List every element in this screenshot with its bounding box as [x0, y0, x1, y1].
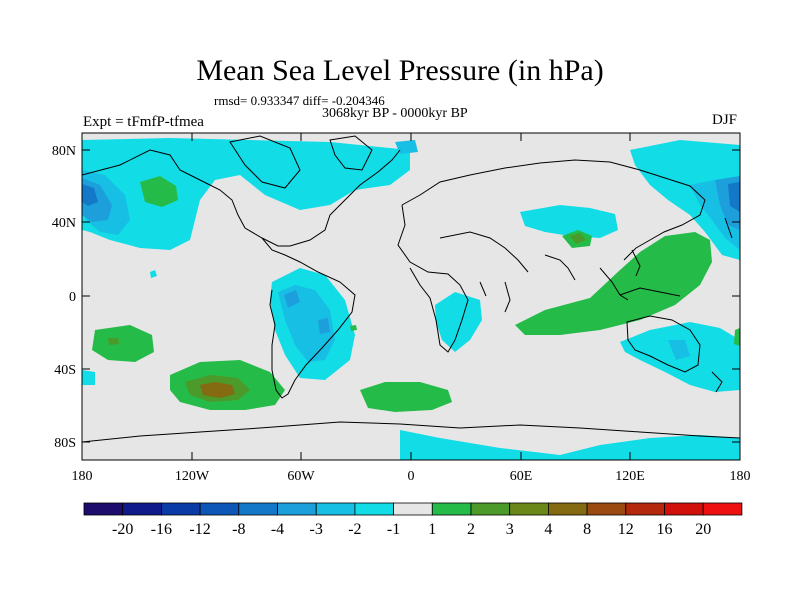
colorbar	[83, 502, 743, 516]
colorbar-swatch	[199, 502, 240, 516]
experiment-label: Expt = tFmfP-tfmea	[83, 114, 204, 130]
stats-text: rmsd= 0.933347 diff= -0.204346	[214, 93, 385, 108]
negative-anomaly-regions	[82, 138, 740, 460]
tick-marks	[81, 133, 741, 460]
latitude-labels: 80N 40N 0 40S 80S	[52, 144, 76, 451]
colorbar-label: 2	[467, 521, 475, 538]
lat-label-80s: 80S	[54, 436, 76, 451]
colorbar-label: 4	[544, 521, 553, 538]
colorbar-swatch	[702, 502, 743, 516]
colorbar-swatch	[664, 502, 704, 516]
negative-anomaly-level-4	[82, 182, 740, 212]
colorbar-label: 16	[656, 521, 673, 538]
colorbar-swatch	[238, 502, 278, 516]
lon-label-180w: 180	[72, 469, 93, 484]
period-text: 3068kyr BP - 0000kyr BP	[322, 106, 468, 121]
colorbar-label: -20	[112, 521, 134, 538]
lon-label-0: 0	[408, 469, 415, 484]
colorbar-label: -8	[232, 521, 246, 538]
lon-label-180e: 180	[730, 469, 751, 484]
colorbar-label: 8	[583, 521, 592, 538]
colorbar-swatch	[160, 502, 201, 516]
map-plot-area	[82, 133, 740, 460]
colorbar-swatch	[586, 502, 627, 516]
colorbar-label: -2	[348, 521, 362, 538]
colorbar-swatch	[548, 502, 588, 516]
lon-label-120e: 120E	[615, 469, 645, 484]
colorbar-swatch	[431, 502, 472, 516]
colorbar-swatch	[354, 502, 394, 516]
colorbar-swatch	[315, 502, 356, 516]
colorbar-label: -12	[189, 521, 211, 538]
colorbar-label: -16	[150, 521, 173, 538]
colorbar-swatch	[509, 502, 549, 516]
colorbar-label: 12	[617, 521, 634, 538]
season-label: DJF	[712, 112, 738, 128]
lon-label-60w: 60W	[287, 469, 315, 484]
colorbar-label: -3	[309, 521, 323, 538]
colorbar-label: -4	[270, 521, 285, 538]
colorbar-label: -1	[386, 521, 401, 538]
coastlines	[82, 135, 740, 443]
lon-label-120w: 120W	[175, 469, 210, 484]
colorbar-swatch	[277, 502, 317, 516]
colorbar-swatch	[625, 502, 665, 516]
colorbar-label: 3	[505, 521, 514, 538]
lat-label-40s: 40S	[54, 363, 76, 378]
colorbar-swatch	[393, 502, 433, 516]
colorbar-swatch	[83, 502, 124, 516]
longitude-labels: 180 120W 60W 0 60E 120E 180	[72, 469, 751, 484]
positive-anomaly-level-3	[200, 382, 235, 398]
lat-label-0: 0	[69, 290, 76, 305]
colorbar-swatch	[122, 502, 162, 516]
lat-label-40n: 40N	[52, 216, 76, 231]
colorbar-label: 20	[695, 521, 712, 538]
map-title: Mean Sea Level Pressure (in hPa)	[196, 54, 604, 87]
lon-label-60e: 60E	[510, 469, 533, 484]
colorbar-label: 1	[428, 521, 437, 538]
lat-label-80n: 80N	[52, 144, 76, 159]
colorbar-swatch	[470, 502, 511, 516]
